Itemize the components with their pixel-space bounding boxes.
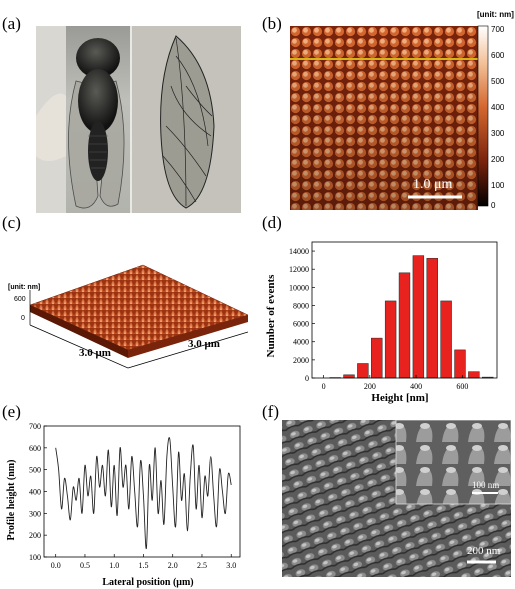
y-tick-label: 300 bbox=[29, 509, 41, 518]
y-tick-label: 500 bbox=[29, 466, 41, 475]
colorbar-tick: 200 bbox=[491, 155, 505, 164]
histogram-bar bbox=[398, 272, 411, 379]
x-tick-label: 400 bbox=[410, 382, 422, 391]
x-tick-label: 1.5 bbox=[138, 561, 148, 570]
afm3d-unit: [unit: nm] bbox=[8, 284, 41, 291]
colorbar-tick: 300 bbox=[491, 129, 505, 138]
afm-3d-image bbox=[29, 264, 249, 369]
y-tick-label: 100 bbox=[29, 553, 41, 562]
histogram-bar bbox=[343, 374, 355, 379]
colorbar-tick: 700 bbox=[491, 25, 505, 34]
histogram-y-label: Number of events bbox=[265, 274, 277, 358]
y-tick-label: 200 bbox=[29, 531, 41, 540]
profile-frame bbox=[43, 425, 241, 558]
profile-y-label: Profile height (nm) bbox=[6, 460, 17, 541]
y-tick-label: 8000 bbox=[293, 301, 309, 310]
afm3d-z-tick: 600 bbox=[14, 296, 26, 303]
y-tick-label: 10000 bbox=[289, 283, 309, 292]
x-tick-label: 2.0 bbox=[168, 561, 178, 570]
cicada-photo bbox=[36, 26, 241, 213]
histogram-bar bbox=[454, 349, 466, 379]
y-tick-label: 12000 bbox=[289, 265, 309, 274]
colorbar-tick: 0 bbox=[491, 201, 496, 210]
x-tick-label: 1.0 bbox=[109, 561, 119, 570]
y-tick-label: 0 bbox=[305, 374, 309, 383]
sem-image bbox=[282, 420, 511, 577]
y-tick-label: 4000 bbox=[293, 338, 309, 347]
x-tick-label: 600 bbox=[456, 382, 468, 391]
profile-line bbox=[55, 437, 232, 549]
afm-topview-image bbox=[290, 26, 478, 210]
histogram-bar bbox=[357, 363, 369, 379]
afm3d-y-dimension: 3.0 μm bbox=[188, 338, 220, 350]
sem-scale-label: 200 nm bbox=[467, 545, 501, 557]
x-tick-label: 0.0 bbox=[51, 561, 61, 570]
panel-letter-d: (d) bbox=[262, 213, 282, 232]
y-tick-label: 400 bbox=[29, 488, 41, 497]
colorbar bbox=[477, 25, 489, 207]
x-tick-label: 200 bbox=[364, 382, 376, 391]
colorbar-tick: 400 bbox=[491, 103, 505, 112]
y-tick-label: 2000 bbox=[293, 356, 309, 365]
histogram-bar bbox=[468, 371, 480, 379]
histogram-bar bbox=[426, 258, 438, 379]
height-histogram-chart: 0 2000 4000 6000 8000 10000 12000 14000 0 200 400 6… bbox=[265, 241, 498, 404]
panel-letter-b: (b) bbox=[262, 14, 282, 33]
profile-x-label: Lateral position (μm) bbox=[102, 577, 193, 588]
colorbar-ticks: 700 600 500 400 300 200 100 0 bbox=[491, 22, 515, 212]
histogram-bar bbox=[371, 337, 383, 379]
y-tick-label: 14000 bbox=[289, 247, 309, 256]
colorbar-tick: 600 bbox=[491, 51, 505, 60]
panel-letter-c: (c) bbox=[2, 213, 21, 232]
y-tick-label: 700 bbox=[29, 422, 41, 431]
sem-inset-scale-label: 100 nm bbox=[472, 480, 500, 490]
afm3d-z-tick: 0 bbox=[21, 315, 25, 322]
x-tick-label: 3.0 bbox=[226, 561, 236, 570]
colorbar-tick: 500 bbox=[491, 77, 505, 86]
histogram-bar bbox=[412, 255, 425, 379]
colorbar-tick: 100 bbox=[491, 181, 505, 190]
afm3d-x-dimension: 3.0 μm bbox=[79, 347, 111, 359]
y-tick-label: 600 bbox=[29, 444, 41, 453]
histogram-frame bbox=[311, 241, 498, 379]
afm-scale-bar-label: 1.0 μm bbox=[413, 177, 453, 192]
histogram-x-label: Height [nm] bbox=[371, 392, 428, 404]
histogram-bar bbox=[384, 300, 397, 379]
panel-letter-f: (f) bbox=[262, 402, 279, 421]
panel-letter-e: (e) bbox=[2, 402, 21, 421]
y-tick-label: 6000 bbox=[293, 320, 309, 329]
x-tick-label: 2.5 bbox=[197, 561, 207, 570]
panel-letter-a: (a) bbox=[2, 14, 21, 33]
x-tick-label: 0 bbox=[322, 382, 326, 391]
colorbar-unit: [unit: nm] bbox=[477, 10, 514, 19]
histogram-bar bbox=[440, 300, 452, 379]
x-tick-label: 0.5 bbox=[80, 561, 90, 570]
profile-height-chart: 100 200 300 400 500 600 700 0.0 0.5 1.0 1.5 2.0 2.5 3… bbox=[6, 422, 241, 588]
